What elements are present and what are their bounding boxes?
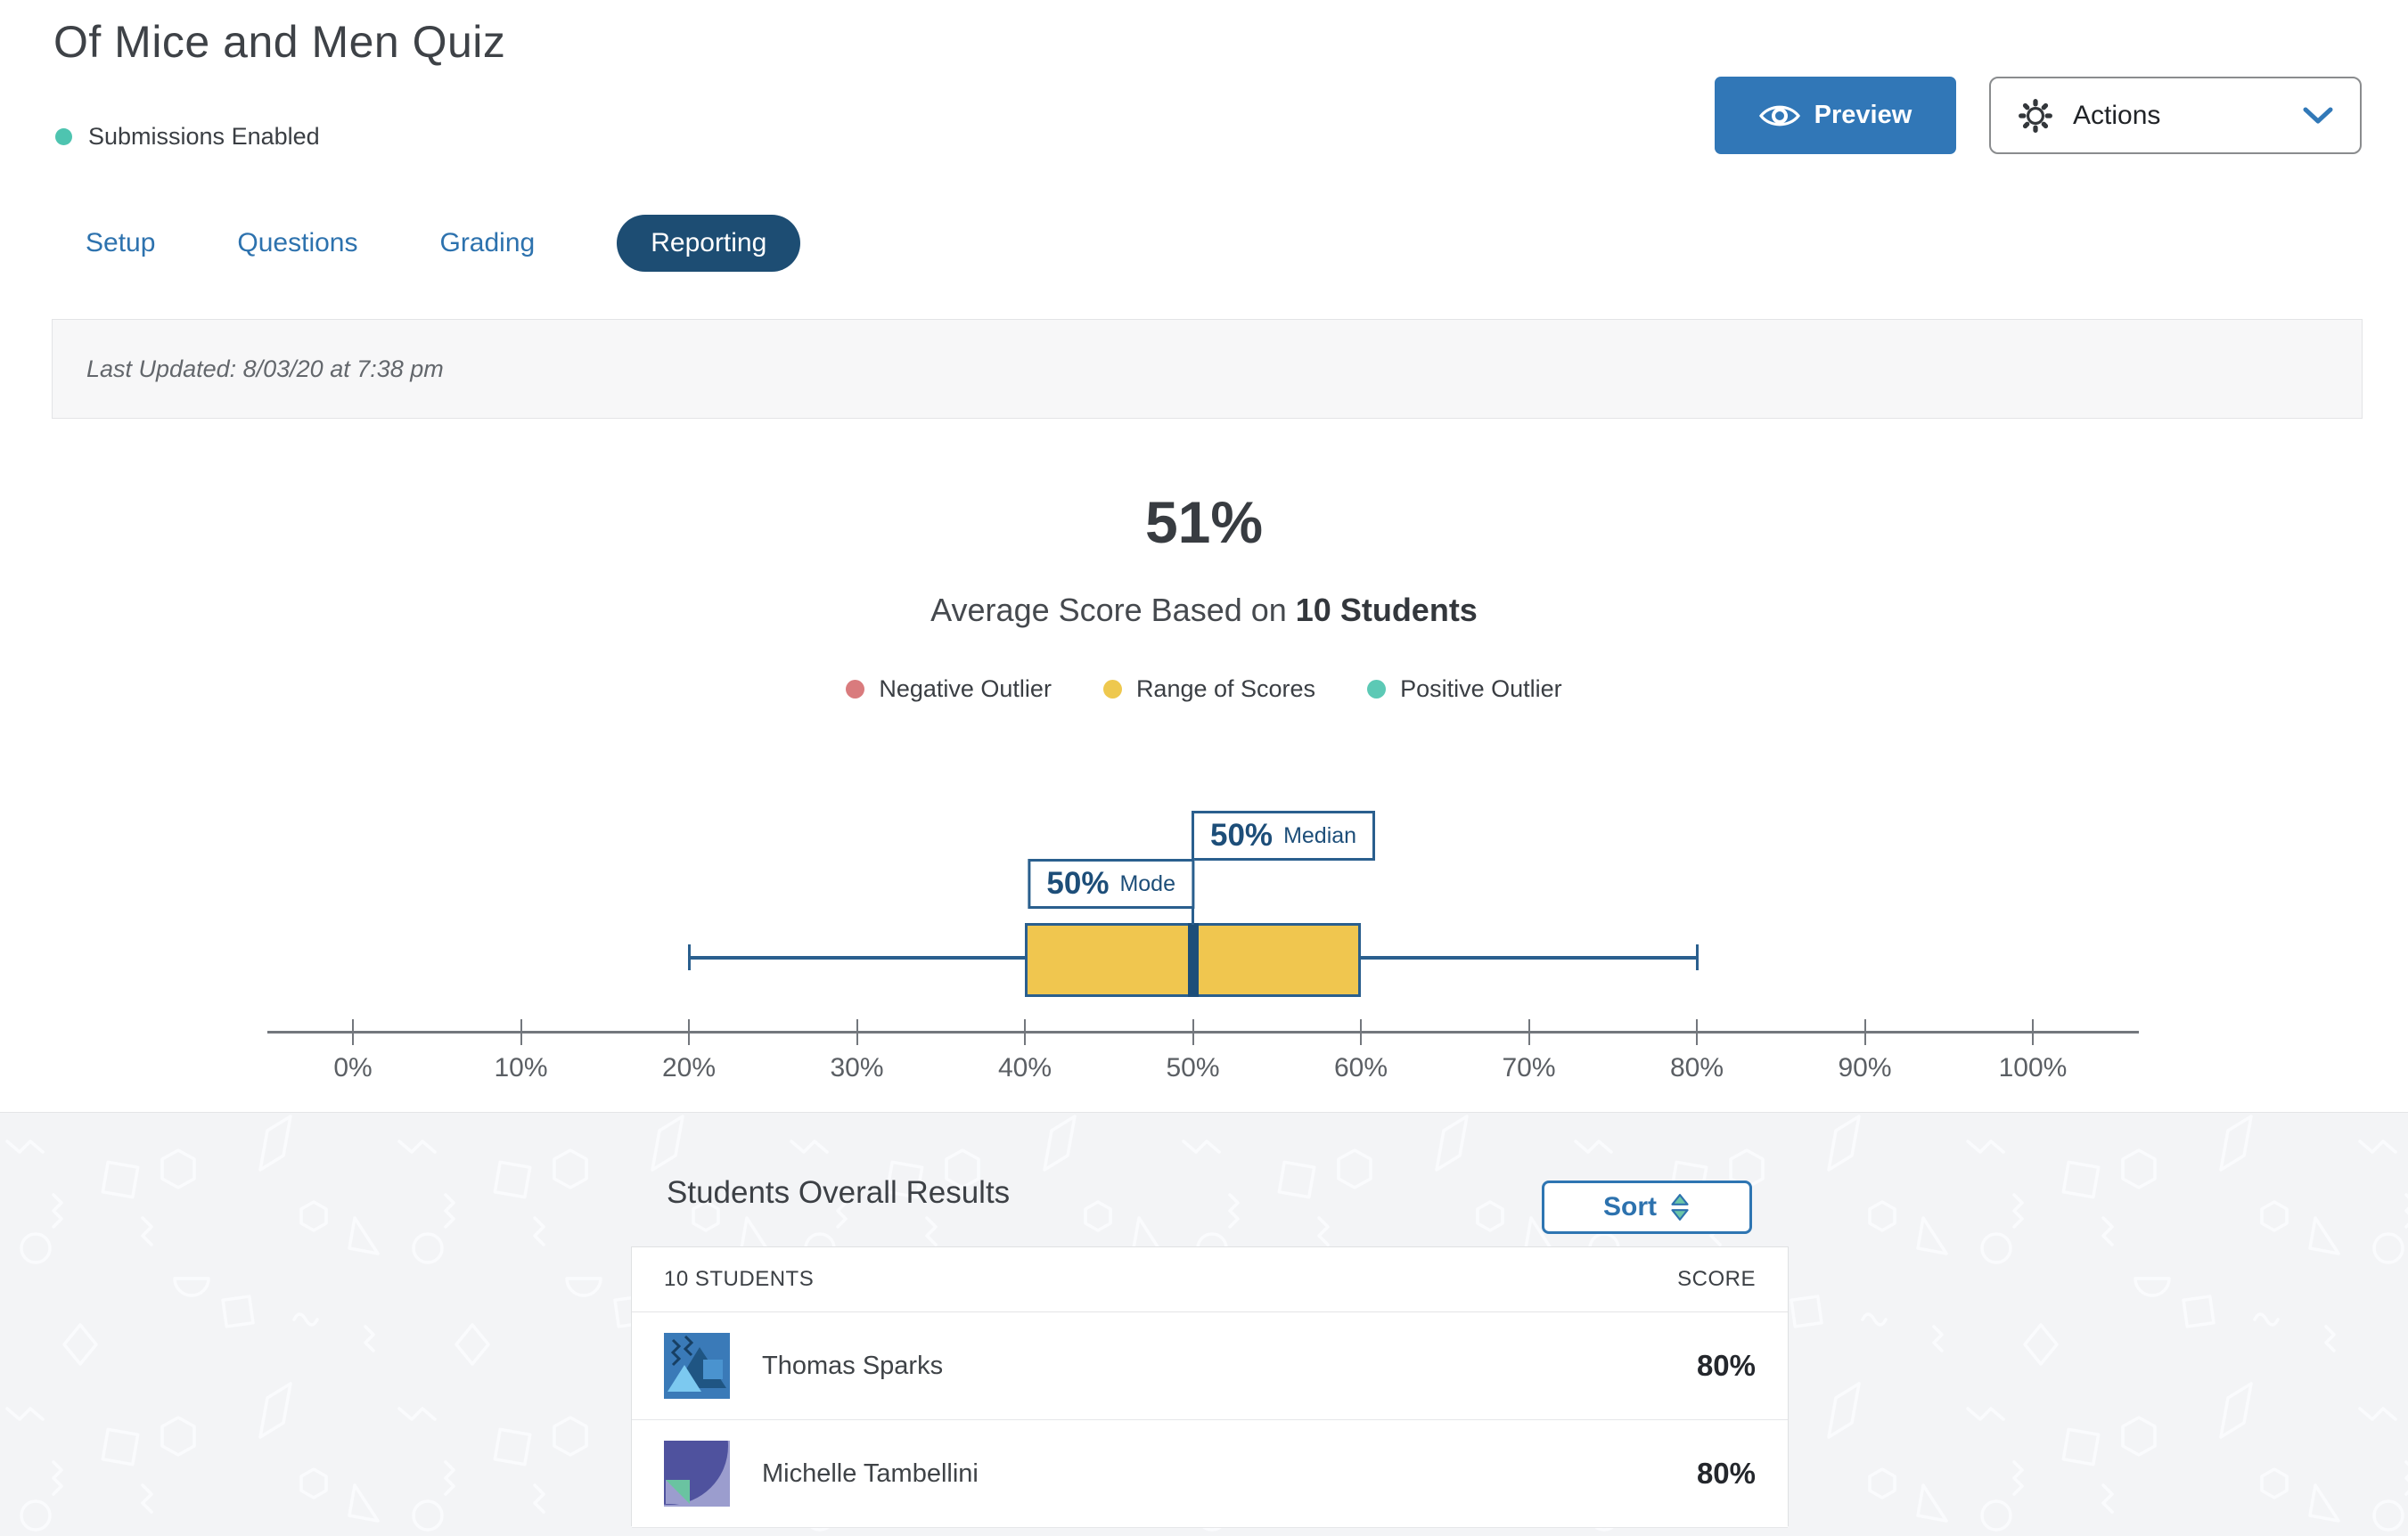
subtitle-student-count: 10 Students (1295, 592, 1478, 628)
tab-bar: Setup Questions Grading Reporting (86, 214, 801, 273)
median-bar (1187, 923, 1199, 997)
sort-label: Sort (1603, 1192, 1657, 1221)
avatar (664, 1441, 730, 1507)
status-dot-icon (55, 128, 72, 145)
student-name: Thomas Sparks (762, 1351, 944, 1380)
tab-reporting[interactable]: Reporting (617, 215, 801, 272)
legend-label: Positive Outlier (1400, 675, 1562, 702)
median-callout: 50% Median (1192, 811, 1376, 861)
actions-button[interactable]: Actions (1989, 77, 2362, 154)
preview-label: Preview (1814, 101, 1912, 129)
positive-outlier-dot-icon (1367, 680, 1387, 699)
student-score: 80% (1696, 1349, 1756, 1382)
student-row[interactable]: Michelle Tambellini 80% (632, 1420, 1788, 1528)
subtitle-prefix: Average Score Based on (930, 592, 1296, 628)
avatar (664, 1333, 730, 1399)
sort-button[interactable]: Sort (1542, 1181, 1752, 1234)
submission-status: Submissions Enabled (55, 123, 320, 151)
tab-grading[interactable]: Grading (439, 228, 536, 257)
students-results-section: Students Overall Results Sort 10 STUDENT… (0, 1112, 2408, 1536)
col-header-score: SCORE (1677, 1267, 1756, 1291)
tab-questions[interactable]: Questions (237, 228, 358, 257)
mode-label: Mode (1119, 870, 1175, 896)
sort-arrows-icon (1671, 1194, 1689, 1221)
legend-item-range-of-scores: Range of Scores (1102, 675, 1316, 703)
legend-label: Range of Scores (1135, 675, 1316, 702)
average-score: 51% (1144, 489, 1264, 555)
last-updated-text: Last Updated: 8/03/20 at 7:38 pm (86, 355, 444, 382)
student-name: Michelle Tambellini (762, 1458, 979, 1488)
average-score-subtitle: Average Score Based on 10 Students (0, 592, 2408, 629)
median-label: Median (1283, 822, 1357, 848)
legend-label: Negative Outlier (879, 675, 1052, 702)
student-score: 80% (1696, 1457, 1756, 1490)
results-heading: Students Overall Results (667, 1175, 1011, 1210)
table-header-row: 10 STUDENTS SCORE (632, 1247, 1788, 1312)
page-title: Of Mice and Men Quiz (53, 17, 506, 67)
chart-legend: Negative Outlier Range of Scores Positiv… (0, 675, 2408, 703)
mode-callout: 50% Mode (1028, 859, 1194, 909)
eye-icon (1758, 105, 1800, 126)
median-value: 50% (1210, 818, 1274, 853)
range-of-scores-dot-icon (1102, 680, 1122, 699)
legend-item-negative-outlier: Negative Outlier (846, 675, 1052, 703)
tab-setup[interactable]: Setup (86, 228, 156, 257)
negative-outlier-dot-icon (846, 680, 865, 699)
status-label: Submissions Enabled (88, 123, 320, 150)
chevron-down-icon (2303, 107, 2333, 123)
last-updated-bar: Last Updated: 8/03/20 at 7:38 pm (52, 319, 2363, 419)
gear-icon (2019, 98, 2052, 133)
legend-item-positive-outlier: Positive Outlier (1367, 675, 1562, 703)
col-header-students: 10 STUDENTS (664, 1267, 815, 1291)
axis-line (267, 1031, 2139, 1034)
preview-button[interactable]: Preview (1715, 77, 1956, 154)
actions-label: Actions (2073, 100, 2161, 130)
whisker-cap-right (1695, 944, 1699, 970)
students-results-card: 10 STUDENTS SCORE Tho (631, 1246, 1789, 1528)
mode-value: 50% (1046, 866, 1110, 901)
whisker-cap-left (687, 944, 691, 970)
student-row[interactable]: Thomas Sparks 80% (632, 1312, 1788, 1420)
